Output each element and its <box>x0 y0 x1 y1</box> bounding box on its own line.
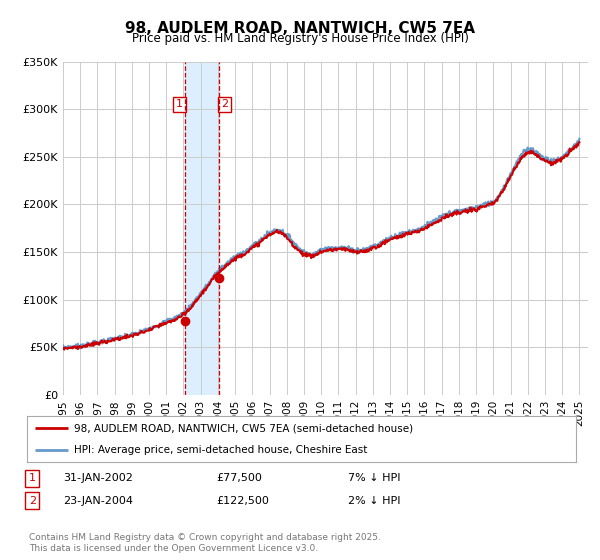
Text: Price paid vs. HM Land Registry's House Price Index (HPI): Price paid vs. HM Land Registry's House … <box>131 32 469 45</box>
Text: 1: 1 <box>176 100 183 109</box>
Text: 1: 1 <box>29 473 36 483</box>
Text: HPI: Average price, semi-detached house, Cheshire East: HPI: Average price, semi-detached house,… <box>74 445 367 455</box>
Bar <box>185 62 219 395</box>
Text: 2: 2 <box>29 496 36 506</box>
Text: 2% ↓ HPI: 2% ↓ HPI <box>348 496 401 506</box>
Text: £122,500: £122,500 <box>216 496 269 506</box>
Text: 23-JAN-2004: 23-JAN-2004 <box>63 496 133 506</box>
Text: 98, AUDLEM ROAD, NANTWICH, CW5 7EA (semi-detached house): 98, AUDLEM ROAD, NANTWICH, CW5 7EA (semi… <box>74 423 413 433</box>
Text: 98, AUDLEM ROAD, NANTWICH, CW5 7EA: 98, AUDLEM ROAD, NANTWICH, CW5 7EA <box>125 21 475 36</box>
Text: Contains HM Land Registry data © Crown copyright and database right 2025.
This d: Contains HM Land Registry data © Crown c… <box>29 533 380 553</box>
Text: 31-JAN-2002: 31-JAN-2002 <box>63 473 133 483</box>
Text: £77,500: £77,500 <box>216 473 262 483</box>
Text: 2: 2 <box>221 100 228 109</box>
Text: 7% ↓ HPI: 7% ↓ HPI <box>348 473 401 483</box>
